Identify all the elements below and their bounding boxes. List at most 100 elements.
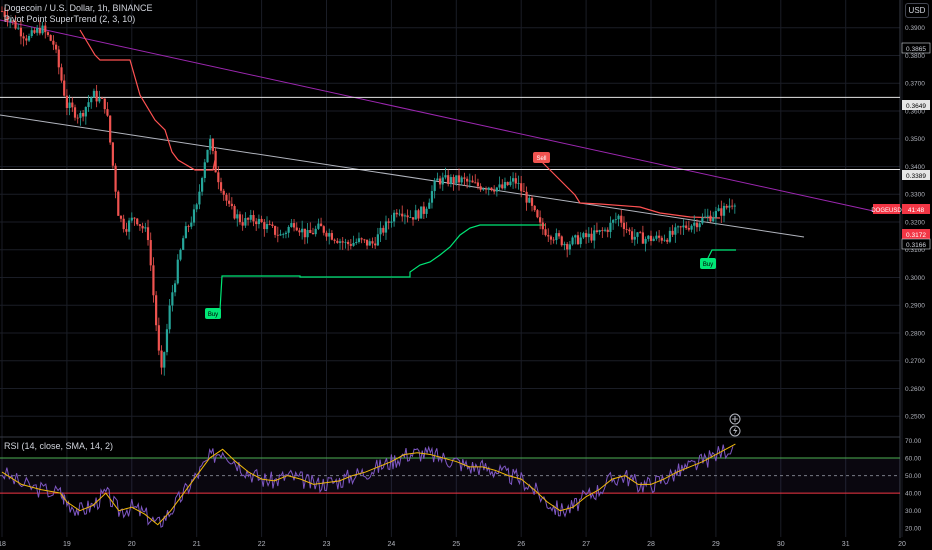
candle [628, 227, 631, 235]
candle [54, 41, 58, 54]
candle [349, 238, 352, 250]
candle [317, 218, 320, 231]
candle [671, 224, 674, 238]
candle [717, 204, 720, 212]
candle [493, 185, 496, 195]
candle [130, 212, 133, 223]
time-tick-label: 28 [647, 541, 655, 548]
candle [449, 174, 452, 188]
candle [6, 9, 9, 27]
candle [22, 32, 25, 47]
candle [217, 166, 220, 190]
candle [725, 203, 728, 210]
candle [284, 230, 288, 239]
candle [63, 74, 66, 97]
currency-button[interactable]: USD [905, 3, 929, 18]
candle [71, 97, 74, 112]
candle [474, 174, 477, 184]
candle [490, 187, 493, 192]
candle [644, 236, 647, 252]
svg-text:41:48: 41:48 [908, 207, 925, 214]
price-tick-label: 0.2600 [905, 386, 925, 393]
candle [495, 186, 498, 197]
candle [528, 195, 531, 204]
rsi-indicator-label[interactable]: RSI (14, close, SMA, 14, 2) [4, 441, 114, 451]
candle [563, 241, 566, 251]
candle [536, 209, 539, 219]
candle [52, 35, 55, 51]
candle [460, 175, 463, 186]
candle [606, 227, 609, 238]
candle [282, 232, 285, 239]
candle [422, 201, 425, 219]
svg-text:0.3166: 0.3166 [906, 242, 926, 249]
candle [428, 198, 431, 209]
candle [414, 204, 417, 220]
candle [463, 172, 466, 186]
candle [398, 209, 401, 217]
candle [587, 227, 590, 243]
candle [146, 219, 150, 246]
symbol-price-tag: DOGEUSD 41:48 [871, 204, 930, 214]
lightning-icon[interactable] [729, 425, 741, 437]
price-tag-0.3865: 0.3865 [901, 42, 931, 54]
trendline-purple[interactable] [0, 19, 879, 213]
price-tick-label: 0.3200 [905, 219, 925, 226]
candle [319, 217, 323, 227]
svg-text:Buy: Buy [703, 262, 713, 268]
time-tick-label: 19 [63, 541, 71, 548]
last-price-tag: 0.3172 [902, 229, 930, 239]
candle [173, 280, 177, 297]
candle [376, 227, 379, 247]
candle [393, 209, 396, 227]
time-tick-label: 22 [258, 541, 266, 548]
candle [265, 216, 269, 233]
candle [122, 214, 125, 233]
price-tick-label: 0.2500 [905, 414, 925, 421]
rsi-tick-label: 30.00 [905, 508, 922, 515]
candle [374, 236, 377, 249]
plus-circle-icon[interactable] [729, 413, 741, 425]
rsi-tick-label: 20.00 [905, 526, 922, 533]
candle [136, 218, 139, 226]
buy-label-2: Buy [700, 258, 716, 269]
candle [614, 212, 617, 224]
candle [149, 232, 152, 271]
candle [276, 226, 279, 243]
candle [365, 239, 369, 250]
trendline-white[interactable] [0, 114, 805, 238]
candle [87, 94, 90, 112]
candle [228, 192, 231, 207]
candle [709, 210, 712, 223]
candle [263, 218, 266, 237]
candle [160, 345, 163, 375]
candle [552, 237, 555, 244]
candle [533, 205, 536, 212]
candle [209, 135, 212, 155]
candle [690, 224, 693, 233]
candle [201, 176, 204, 196]
candle [255, 218, 258, 231]
candle [679, 225, 682, 235]
candle [268, 220, 271, 226]
supertrend-indicator-label[interactable]: Pivot Point SuperTrend (2, 3, 10) [4, 14, 136, 24]
candle [630, 227, 634, 244]
candle [498, 176, 501, 191]
candle [179, 248, 182, 262]
candle [457, 168, 461, 191]
price-tag-0.3649: 0.3649 [902, 100, 930, 110]
candle [98, 90, 101, 104]
candle [325, 230, 328, 241]
candle [582, 231, 585, 240]
candle [438, 175, 442, 189]
candle [647, 234, 650, 242]
candle [525, 186, 528, 211]
candle [590, 227, 593, 243]
candle [298, 227, 301, 236]
candle [238, 211, 242, 225]
candle [674, 223, 677, 243]
candle [425, 206, 428, 218]
candle [171, 284, 174, 312]
candle [127, 217, 131, 240]
